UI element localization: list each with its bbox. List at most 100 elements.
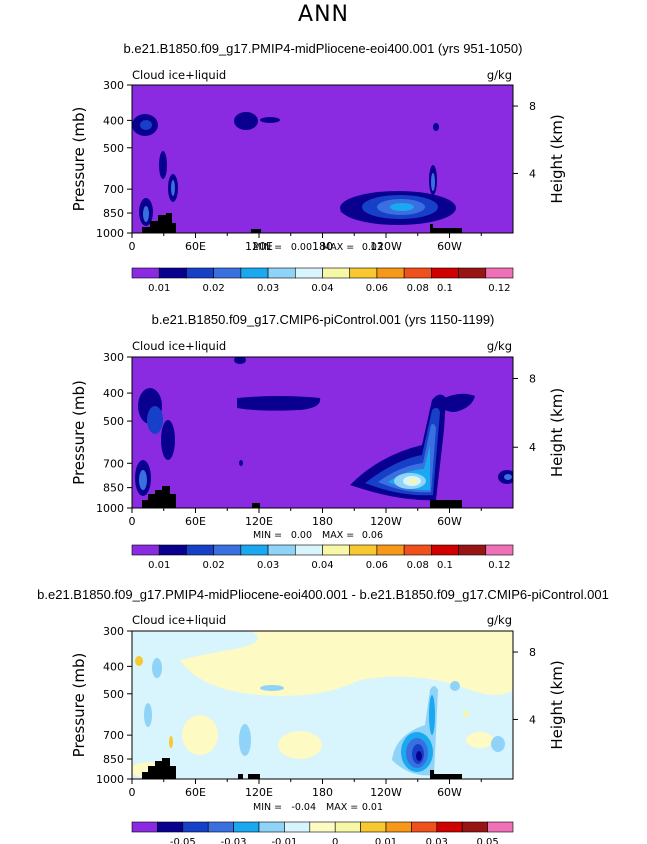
colorbar-label: 0.01 [148,560,170,571]
panel-2-plot-area [132,357,513,508]
panel-3-topography-andes [430,770,462,779]
panel-1-topography-africa [142,213,176,233]
panel-1-plot-area [132,85,513,233]
colorbar-swatch [411,821,438,833]
panel-1-variable-label: Cloud ice+liquid [132,68,226,82]
pressure-tick-label: 1000 [96,502,124,515]
colorbar-swatch [485,267,514,279]
panel-3-contour-neg-e [450,681,460,691]
panel-1-min-label: MIN = [253,242,282,253]
colorbar-swatch [284,821,311,833]
pressure-tick-label: 700 [103,729,124,742]
colorbar-swatch [158,267,187,279]
colorbar-label: 0.01 [375,837,397,844]
panel-1-contour-upper-east [433,123,439,131]
height-tick-label: 8 [529,372,536,385]
lon-tick-label: 0 [129,515,136,528]
pressure-tick-label: 300 [103,351,124,364]
panel-3-min-value: -0.04 [291,802,316,813]
colorbar-label: 0.04 [311,283,333,294]
colorbar-label: 0.04 [311,560,333,571]
lon-tick-label: 120E [245,786,273,799]
height-tick-label: 8 [529,100,536,113]
panel-2-contour-west-column [161,420,175,460]
colorbar-swatch [349,544,378,556]
colorbar-label: 0.08 [407,560,429,571]
panel-1-background-field [132,85,513,233]
pressure-tick-label: 300 [103,625,124,638]
panel-3-colorbar: -0.05 -0.03 -0.01 0 0.01 0.03 0.05 [131,821,514,844]
colorbar-swatch [349,267,378,279]
colorbar-swatch [294,544,323,556]
panel-3-max-value: 0.01 [362,802,383,813]
pressure-tick-label: 400 [103,387,124,400]
pressure-tick-label: 500 [103,142,124,155]
height-tick-label: 8 [529,646,536,659]
lon-tick-label: 180 [312,240,333,253]
colorbar-label: -0.05 [170,837,196,844]
colorbar-label: 0 [332,837,338,844]
colorbar-swatch [376,544,405,556]
lon-tick-label: 120W [370,786,402,799]
panel-3-units-label: g/kg [487,613,512,627]
panel-2-topography-africa [142,486,176,508]
panel-3-contour-neg-main-5 [416,751,422,761]
colorbar-swatch [258,821,285,833]
lon-tick-label: 0 [129,786,136,799]
colorbar-swatch [461,821,488,833]
y-axis-label-pressure: Pressure (mb) [70,653,88,758]
pressure-tick-label: 300 [103,79,124,92]
panel-3-contour-pos-patch-c [278,731,322,759]
panel-3-contour-neg-b [144,703,152,727]
colorbar-label: 0.05 [476,837,498,844]
panel-1-contour-sc-4 [390,203,414,211]
panel-2-max-value: 0.06 [362,530,383,541]
panel-3-axes: 300 400 500 700 850 1000 8 4 0 60E 120E 180 120W 60W P… [70,625,566,799]
pressure-tick-label: 500 [103,415,124,428]
height-tick-label: 4 [529,167,536,180]
panel-1-contour-east-column-core [431,173,435,191]
colorbar-label: 0.08 [407,283,429,294]
pressure-tick-label: 850 [103,207,124,220]
panel-2-topography-maritime [252,503,260,508]
colorbar-swatch [485,544,514,556]
height-tick-label: 4 [529,713,536,726]
colorbar-swatch [131,267,160,279]
pressure-tick-label: 850 [103,482,124,495]
pressure-tick-label: 1000 [96,773,124,786]
pressure-tick-label: 400 [103,114,124,127]
colorbar-swatch [458,544,487,556]
colorbar-swatch [385,821,412,833]
panel-3-contour-neg-f [491,736,505,752]
colorbar-swatch [186,267,214,279]
panel-3-contour-pos-b [169,736,173,748]
colorbar-swatch [158,544,187,556]
colorbar-label: 0.03 [257,560,279,571]
colorbar-swatch [436,821,463,833]
panel-2-contour-upper-band [237,396,321,411]
colorbar-swatch [360,821,387,833]
panel-3-topography-africa [142,758,176,779]
panel-1-contour-column-b-core [171,180,175,196]
panel-2-contour-upper-east [440,393,475,412]
colorbar-swatch [322,267,351,279]
panel-2-contour-low-east-core [504,474,512,480]
colorbar-swatch [213,267,242,279]
lon-tick-label: 60E [185,240,206,253]
panel-2-title: b.e21.B1850.f09_g17.CMIP6-piControl.001 … [152,312,495,327]
pressure-tick-label: 500 [103,688,124,701]
panel-2-background-field [132,357,513,508]
colorbar-swatch [213,544,242,556]
colorbar-label: 0.06 [366,283,388,294]
panel-3-variable-label: Cloud ice+liquid [132,613,226,627]
colorbar-swatch [403,267,432,279]
lon-tick-label: 0 [129,240,136,253]
colorbar-swatch [334,821,361,833]
panel-2-contour-west-upper-core [147,406,163,434]
colorbar-swatch [294,267,323,279]
panel-2: b.e21.B1850.f09_g17.CMIP6-piControl.001 … [70,312,566,571]
panel-3-contour-pos-patch-a [466,732,494,748]
colorbar-swatch [207,821,234,833]
lon-tick-label: 120W [370,240,402,253]
colorbar-label: 0.1 [437,560,453,571]
